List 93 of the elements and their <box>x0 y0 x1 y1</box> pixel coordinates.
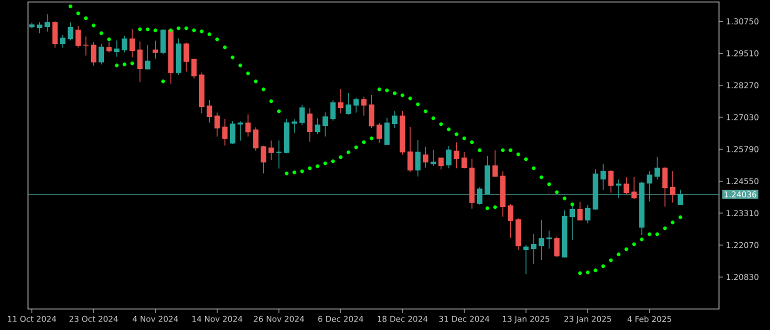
candlestick <box>52 20 58 48</box>
candlestick <box>122 36 128 53</box>
candlestick <box>60 34 66 48</box>
candlestick <box>353 97 359 113</box>
candlestick <box>454 142 460 169</box>
candlestick <box>238 120 244 142</box>
candlestick <box>98 44 104 65</box>
candlestick <box>214 112 220 137</box>
candlestick <box>36 22 42 34</box>
candlestick <box>322 112 328 137</box>
x-tick-label: 4 Nov 2024 <box>132 316 178 322</box>
candlestick <box>299 104 305 126</box>
y-tick-label: 1.30750 <box>726 18 758 24</box>
candlestick <box>160 28 166 55</box>
candlestick <box>361 96 367 116</box>
y-tick-label: 1.22070 <box>726 242 758 248</box>
candlestick <box>83 36 89 56</box>
candlestick <box>654 156 660 180</box>
candlestick <box>662 166 668 208</box>
candlestick <box>144 44 150 70</box>
candlestick <box>330 100 336 121</box>
x-tick-label: 23 Oct 2024 <box>69 316 118 322</box>
candlestick <box>44 14 50 32</box>
candlestick <box>523 244 529 274</box>
y-tick-label: 1.29510 <box>726 50 758 56</box>
candlestick <box>570 204 576 240</box>
candlestick <box>260 145 266 174</box>
candlestick <box>646 170 652 202</box>
candlestick <box>546 230 552 250</box>
y-tick-label: 1.27030 <box>726 114 758 120</box>
x-tick-label: 14 Nov 2024 <box>192 316 242 322</box>
candlestick <box>624 176 630 195</box>
candlestick <box>137 41 143 82</box>
candlestick <box>616 178 622 198</box>
candlestick <box>531 234 536 264</box>
candlestick <box>600 163 606 190</box>
candlestick <box>292 118 298 134</box>
x-tick-label: 31 Dec 2024 <box>439 316 490 322</box>
candlestick <box>376 122 382 144</box>
candlestick <box>114 40 120 58</box>
candlestick <box>346 92 352 116</box>
candlestick <box>415 140 421 177</box>
candlestick <box>230 120 236 144</box>
y-tick-label: 1.24550 <box>726 178 758 184</box>
x-tick-label: 23 Jan 2025 <box>564 316 612 324</box>
x-tick-label: 26 Nov 2024 <box>254 316 304 322</box>
candlestick <box>106 42 112 53</box>
candlestick <box>407 126 413 172</box>
candlestick <box>422 146 428 168</box>
candlestick <box>191 58 197 79</box>
candlestick <box>462 152 467 169</box>
candlestick <box>392 110 398 128</box>
candlestick <box>585 204 590 224</box>
candlestick <box>206 100 212 124</box>
candlestick <box>538 220 544 260</box>
candlestick <box>631 176 637 200</box>
candlestick <box>508 204 514 238</box>
y-tick-label: 1.20830 <box>726 274 758 280</box>
candlestick <box>222 118 228 146</box>
candlestick <box>678 190 684 206</box>
candlestick <box>476 186 482 206</box>
x-tick-label: 4 Feb 2025 <box>628 316 672 322</box>
candlestick <box>276 140 282 169</box>
y-tick-label: 1.28270 <box>726 82 758 88</box>
candlestick <box>152 40 158 60</box>
candlestick <box>75 26 81 48</box>
candlestick <box>307 108 313 142</box>
candlestick <box>438 158 444 170</box>
x-tick-label: 11 Oct 2024 <box>8 316 56 322</box>
x-tick-label: 18 Dec 2024 <box>378 316 428 322</box>
candlestick <box>245 114 251 137</box>
candlestick <box>554 236 560 258</box>
candlestick <box>314 118 320 134</box>
candlestick <box>338 88 344 114</box>
candlestick <box>368 94 374 128</box>
candlestick <box>384 117 390 145</box>
candlestick <box>670 170 676 203</box>
candlestick <box>430 150 436 166</box>
candlestick <box>130 28 135 58</box>
candlestick <box>268 140 274 160</box>
candlestick <box>184 42 189 72</box>
ref-line-label: 1.24036 <box>724 191 756 198</box>
candlestick <box>608 170 614 194</box>
candlestick <box>68 22 74 41</box>
candlestick <box>90 42 96 66</box>
x-tick-label: 13 Jan 2025 <box>502 316 550 324</box>
candlestick <box>446 146 452 169</box>
y-tick-label: 1.23310 <box>726 210 758 216</box>
candlestick <box>492 150 498 177</box>
x-tick-label: 6 Dec 2024 <box>318 316 364 322</box>
candlestick <box>253 126 258 152</box>
candlestick <box>577 202 583 220</box>
y-tick-label: 1.25790 <box>726 146 758 152</box>
